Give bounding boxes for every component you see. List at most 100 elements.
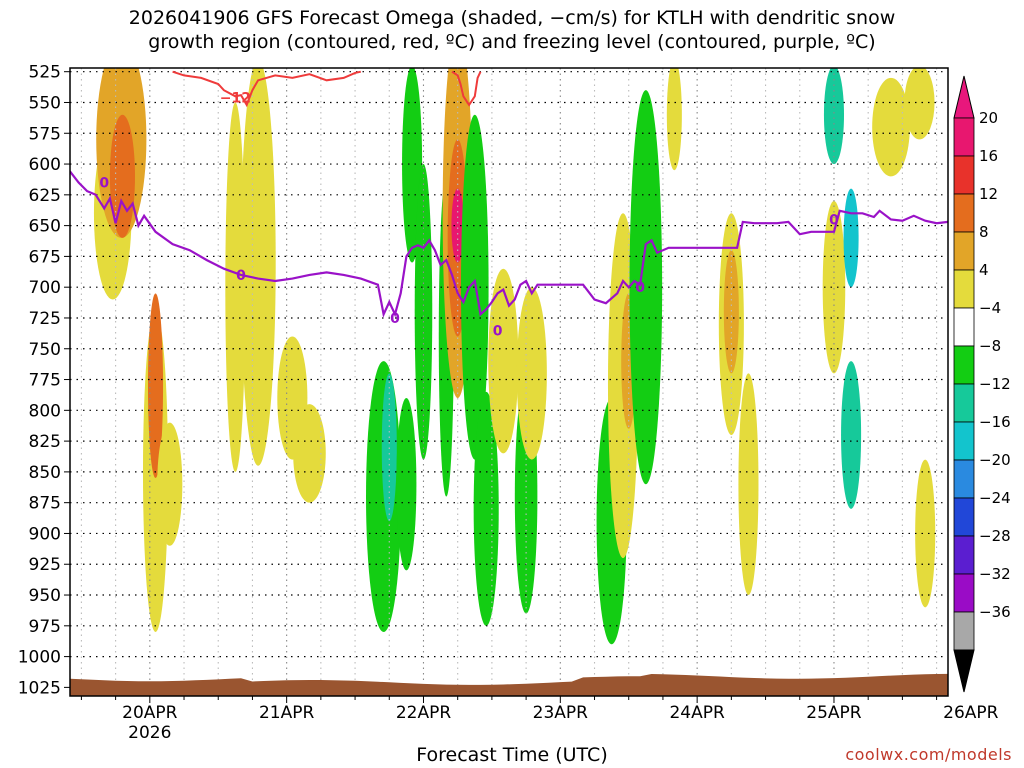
x-tick-year: 2026 xyxy=(128,723,171,743)
colorbar-segment-4 xyxy=(953,269,975,309)
colorbar-segment-7 xyxy=(953,383,975,423)
x-tick-label-25APR: 25APR xyxy=(806,703,862,723)
colorbar-label-1: 16 xyxy=(979,147,998,165)
grid-lines xyxy=(70,68,948,696)
x-tick-label-20APR: 20APR xyxy=(122,703,178,723)
omega-cell-27 xyxy=(629,90,663,485)
x-tick-label-22APR: 22APR xyxy=(396,703,452,723)
x-axis: 20APR 21APR 22APR 23APR 24APR 25APR 26APR 2026 xyxy=(80,696,999,743)
x-tick-label-23APR: 23APR xyxy=(533,703,589,723)
omega-cell-14 xyxy=(414,164,433,460)
colorbar-label-11: −28 xyxy=(979,527,1011,545)
omega-cell-31 xyxy=(738,373,759,596)
colorbar-label-4: 4 xyxy=(979,261,989,279)
colorbar-segment-2 xyxy=(953,193,975,233)
omega-shading xyxy=(93,68,936,645)
y-tick-label-725: 725 xyxy=(29,309,61,329)
omega-cell-37 xyxy=(904,68,935,140)
colorbar-label-5: −4 xyxy=(979,299,1001,317)
y-tick-label-850: 850 xyxy=(29,463,61,483)
y-tick-label-900: 900 xyxy=(29,524,61,544)
chart-title: 2026041906 GFS Forecast Omega (shaded, −… xyxy=(0,6,1024,54)
freezing-level-label-4: 0 xyxy=(635,280,645,296)
ground-fill xyxy=(70,673,948,696)
x-axis-label: Forecast Time (UTC) xyxy=(416,744,608,766)
omega-cell-38 xyxy=(915,459,936,608)
omega-cell-5 xyxy=(157,422,183,546)
y-tick-label-525: 525 xyxy=(29,63,61,83)
colorbar-segment-9 xyxy=(953,459,975,499)
y-tick-label-825: 825 xyxy=(29,432,61,452)
colorbar-label-2: 12 xyxy=(979,185,998,203)
plot-frame xyxy=(69,67,949,697)
omega-cell-21 xyxy=(488,268,519,454)
y-tick-label-775: 775 xyxy=(29,371,61,391)
ground-surface xyxy=(70,673,948,696)
colorbar-label-7: −12 xyxy=(979,375,1011,393)
omega-cell-35 xyxy=(841,361,862,509)
colorbar-label-3: 8 xyxy=(979,223,989,241)
colorbar-segment-12 xyxy=(953,573,975,613)
colorbar-label-10: −24 xyxy=(979,489,1011,507)
omega-cell-32 xyxy=(823,68,845,165)
freezing-level-label-0: 0 xyxy=(99,176,109,192)
colorbar-segment-0 xyxy=(953,117,975,157)
y-tick-label-800: 800 xyxy=(29,401,61,421)
dendritic-growth-line-2 xyxy=(451,70,482,107)
freezing-level-label-3: 0 xyxy=(493,323,503,339)
title-line-1: 2026041906 GFS Forecast Omega (shaded, −… xyxy=(128,7,896,29)
x-tick-label-24APR: 24APR xyxy=(669,703,725,723)
contour-lines: 0 0 0 0 0 0 −12 xyxy=(70,70,948,339)
omega-cell-4 xyxy=(147,293,164,479)
omega-cell-20 xyxy=(473,391,499,626)
colorbar: 20 16 12 8 4 −4 −8 −12 −16 −20 −24 −28 −32 −36 xyxy=(953,75,1011,693)
y-tick-label-550: 550 xyxy=(29,93,61,113)
y-tick-label-600: 600 xyxy=(29,155,61,175)
y-tick-label-575: 575 xyxy=(29,124,61,144)
freezing-level-label-1: 0 xyxy=(236,268,246,284)
omega-cell-34 xyxy=(843,188,859,288)
colorbar-label-9: −20 xyxy=(979,451,1011,469)
omega-cell-36 xyxy=(872,77,910,177)
colorbar-top-arrow xyxy=(953,75,975,119)
omega-cell-12 xyxy=(396,398,417,571)
credit-text: coolwx.com/models xyxy=(845,745,1012,764)
colorbar-label-13: −36 xyxy=(979,603,1011,621)
y-tick-label-650: 650 xyxy=(29,217,61,237)
x-tick-label-21APR: 21APR xyxy=(259,703,315,723)
colorbar-label-0: 20 xyxy=(979,109,998,127)
y-tick-label-750: 750 xyxy=(29,340,61,360)
y-tick-label-625: 625 xyxy=(29,186,61,206)
y-tick-label-950: 950 xyxy=(29,586,61,606)
y-tick-label-675: 675 xyxy=(29,247,61,267)
freezing-level-line xyxy=(70,170,948,318)
colorbar-segment-13 xyxy=(953,611,975,651)
dendritic-growth-line xyxy=(172,70,362,108)
omega-cell-9 xyxy=(293,404,326,503)
omega-cell-23 xyxy=(516,287,547,460)
omega-cell-18 xyxy=(451,188,464,263)
dendritic-growth-label: −12 xyxy=(220,91,251,107)
omega-cell-33 xyxy=(822,200,846,374)
colorbar-segment-11 xyxy=(953,535,975,575)
colorbar-segment-10 xyxy=(953,497,975,537)
colorbar-label-12: −32 xyxy=(979,565,1011,583)
y-tick-label-925: 925 xyxy=(29,555,61,575)
colorbar-segment-8 xyxy=(953,421,975,461)
y-tick-label-875: 875 xyxy=(29,494,61,514)
y-tick-label-1000: 1000 xyxy=(18,648,61,668)
omega-cell-30 xyxy=(723,250,739,374)
omega-cell-7 xyxy=(240,68,276,466)
y-tick-label-975: 975 xyxy=(29,617,61,637)
omega-cell-11 xyxy=(381,373,397,522)
colorbar-segment-6 xyxy=(953,345,975,385)
colorbar-bottom-arrow xyxy=(953,649,975,693)
colorbar-label-8: −16 xyxy=(979,413,1011,431)
omega-cell-28 xyxy=(666,68,682,171)
colorbar-segment-1 xyxy=(953,155,975,195)
colorbar-label-6: −8 xyxy=(979,337,1001,355)
colorbar-segment-5 xyxy=(953,307,975,347)
colorbar-segment-3 xyxy=(953,231,975,271)
y-axis: 525 550 575 600 625 650 675 700 725 750 775 800 825 8… xyxy=(18,63,70,698)
